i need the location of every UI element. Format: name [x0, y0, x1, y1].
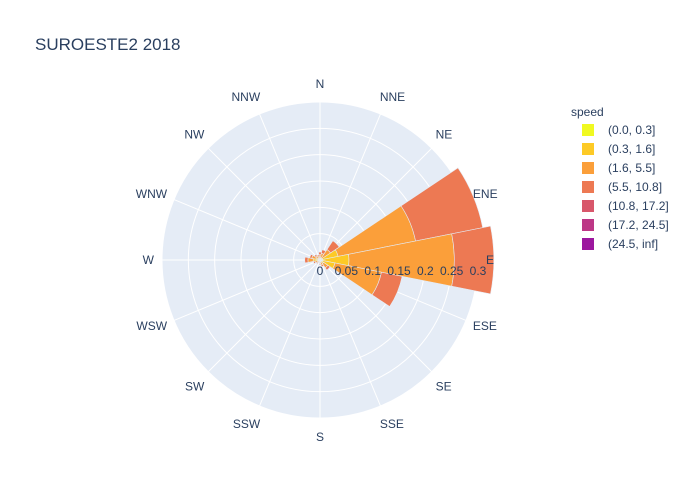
direction-label: N — [316, 77, 325, 91]
bar-segment[interactable] — [316, 254, 320, 258]
legend-swatch[interactable] — [582, 238, 594, 250]
direction-label: ENE — [473, 187, 498, 201]
legend-item-label[interactable]: (0.3, 1.6] — [608, 142, 655, 156]
angular-gridline — [259, 113, 321, 261]
legend-swatch[interactable] — [582, 181, 594, 193]
angular-gridline — [319, 113, 381, 261]
bar-segment[interactable] — [320, 263, 325, 268]
direction-label: SSW — [233, 417, 261, 431]
direction-label: WNW — [136, 187, 168, 201]
chart-title: SUROESTE2 2018 — [35, 35, 181, 54]
radial-tick-label: 0.3 — [470, 264, 487, 278]
legend-item-label[interactable]: (10.8, 17.2] — [608, 199, 669, 213]
radial-tick-label: 0 — [317, 264, 324, 278]
direction-label: SE — [436, 380, 452, 394]
angular-gridline — [319, 259, 433, 373]
legend-item-label[interactable]: (1.6, 5.5] — [608, 161, 655, 175]
legend-swatch[interactable] — [582, 124, 594, 136]
bar-layer — [304, 167, 495, 307]
angular-gridline — [319, 147, 433, 261]
bar-segment[interactable] — [371, 271, 403, 307]
angular-gridline — [173, 259, 321, 321]
legend-title: speed — [571, 105, 604, 119]
direction-label: S — [316, 430, 324, 444]
radial-tick-label: 0.15 — [387, 264, 411, 278]
bar-segment[interactable] — [304, 256, 309, 264]
direction-label: SW — [185, 380, 205, 394]
direction-label: SSE — [380, 417, 404, 431]
direction-label: NW — [184, 127, 205, 141]
angular-gridline — [319, 259, 381, 407]
direction-label: E — [486, 253, 494, 267]
direction-label: NNW — [232, 90, 261, 104]
bar-segment[interactable] — [324, 264, 331, 271]
direction-label: ESE — [473, 319, 497, 333]
direction-label: NE — [436, 127, 453, 141]
bar-segment[interactable] — [309, 253, 314, 259]
direction-labels: N NNE NE ENE E ESE SE SSE S SSW SW WSW W WNW NW NNW — [136, 77, 498, 444]
direction-label: W — [143, 253, 155, 267]
legend[interactable]: speed (0.0, 0.3] (0.3, 1.6] (1.6, 5.5] (5.5… — [571, 105, 669, 251]
angular-gridline — [207, 147, 321, 261]
angular-gridline — [259, 259, 321, 407]
angular-gridline — [173, 199, 321, 261]
direction-label: NNE — [380, 90, 405, 104]
bar-segment[interactable] — [451, 225, 495, 295]
radial-tick-labels: 0 0.05 0.1 0.15 0.2 0.25 0.3 — [317, 264, 487, 278]
legend-item-label[interactable]: (17.2, 24.5] — [608, 218, 669, 232]
legend-swatch[interactable] — [582, 143, 594, 155]
bar-segment[interactable] — [318, 263, 322, 266]
legend-item-label[interactable]: (5.5, 10.8] — [608, 180, 662, 194]
direction-label: WSW — [136, 319, 167, 333]
legend-item-label[interactable]: (0.0, 0.3] — [608, 123, 655, 137]
legend-swatch[interactable] — [582, 200, 594, 212]
radial-tick-label: 0.1 — [364, 264, 381, 278]
legend-swatch[interactable] — [582, 162, 594, 174]
radial-tick-label: 0.2 — [417, 264, 434, 278]
radial-tick-label: 0.05 — [335, 264, 359, 278]
legend-swatch[interactable] — [582, 219, 594, 231]
radial-tick-label: 0.25 — [440, 264, 464, 278]
angular-gridline — [207, 259, 321, 373]
legend-item-label[interactable]: (24.5, inf] — [608, 237, 658, 251]
